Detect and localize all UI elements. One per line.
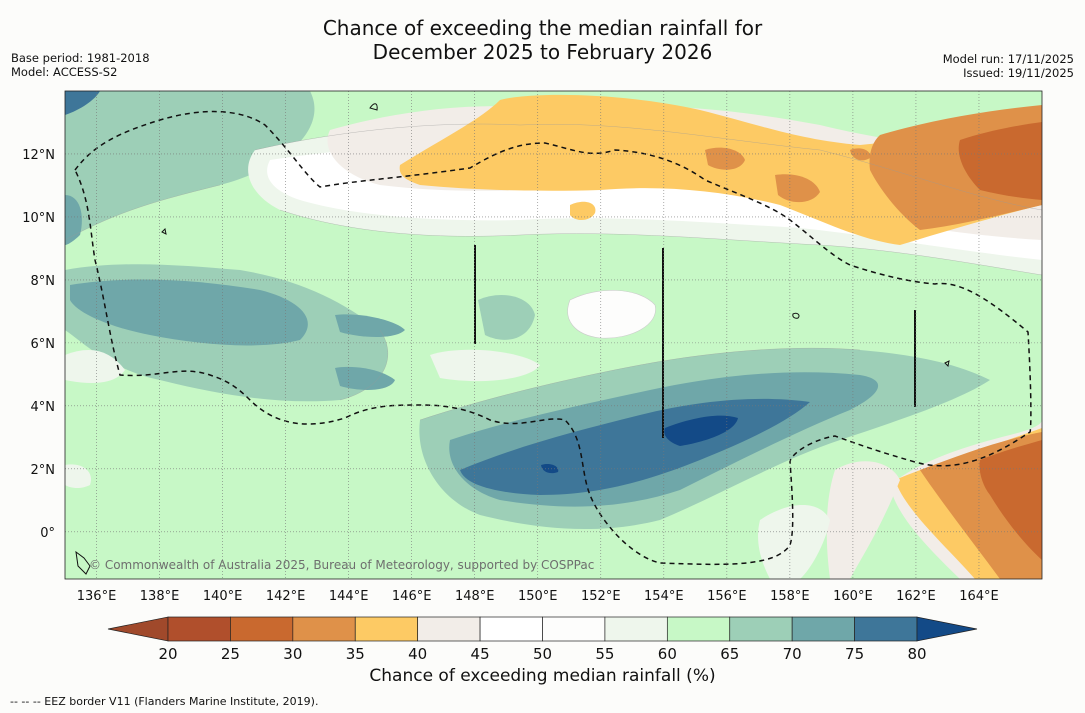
band-70-nw bbox=[65, 91, 315, 240]
lon-tick-label: 150°E bbox=[518, 589, 558, 604]
patch-60-sw bbox=[65, 464, 91, 489]
copyright-text: © Commonwealth of Australia 2025, Bureau… bbox=[89, 558, 595, 572]
colorbar: 20 25 30 35 40 45 50 55 60 65 70 75 80 bbox=[107, 616, 978, 663]
model-name: Model: ACCESS-S2 bbox=[11, 65, 118, 79]
colorbar-swatch bbox=[417, 616, 481, 642]
colorbar-tick-label: 80 bbox=[907, 645, 926, 663]
patch-35-a bbox=[705, 147, 745, 170]
patch-45-s bbox=[826, 461, 900, 579]
colorbar-extend-low bbox=[107, 616, 169, 642]
colorbar-swatch bbox=[230, 616, 294, 642]
patch-75-b bbox=[335, 314, 405, 337]
colorbar-swatch bbox=[854, 616, 918, 642]
lat-tick-label: 8°N bbox=[31, 274, 56, 289]
lon-axis: 136°E 138°E 140°E 142°E 144°E 146°E 148°E 150°E… bbox=[77, 589, 999, 604]
band-75-west bbox=[70, 279, 308, 346]
lon-tick-label: 158°E bbox=[770, 589, 810, 604]
lon-tick-label: 164°E bbox=[959, 589, 999, 604]
gridlines bbox=[65, 91, 1042, 579]
colorbar-title: Chance of exceeding median rainfall (%) bbox=[369, 666, 716, 686]
probability-field bbox=[65, 91, 1042, 579]
colorbar-swatch bbox=[167, 616, 231, 642]
colorbar-swatch bbox=[729, 616, 793, 642]
patch-60-west bbox=[65, 350, 125, 383]
lon-tick-label: 140°E bbox=[203, 589, 243, 604]
lat-tick-label: 6°N bbox=[31, 337, 56, 352]
islands bbox=[75, 103, 950, 575]
band-80-corner bbox=[65, 91, 100, 115]
colorbar-swatch bbox=[292, 616, 356, 642]
lon-tick-label: 162°E bbox=[896, 589, 936, 604]
colorbar-tick-label: 35 bbox=[346, 645, 365, 663]
lon-tick-label: 156°E bbox=[707, 589, 747, 604]
colorbar-swatch bbox=[542, 616, 606, 642]
colorbar-tick-label: 55 bbox=[595, 645, 614, 663]
colorbar-tick-label: 20 bbox=[158, 645, 177, 663]
patch-70-c bbox=[478, 295, 535, 340]
patch-75-a bbox=[335, 366, 395, 390]
lon-tick-label: 136°E bbox=[77, 589, 117, 604]
colorbar-extend-high bbox=[916, 616, 978, 642]
colorbar-swatch bbox=[666, 616, 731, 642]
lat-tick-label: 2°N bbox=[31, 463, 56, 478]
colorbar-tick-label: 30 bbox=[283, 645, 302, 663]
band-30-se bbox=[979, 440, 1042, 560]
patch-max-b bbox=[541, 463, 559, 474]
colorbar-tick-label: 50 bbox=[533, 645, 552, 663]
band-max-south bbox=[664, 415, 738, 446]
title-line-2: December 2025 to February 2026 bbox=[372, 40, 713, 64]
map-frame bbox=[64, 90, 1043, 580]
title-line-1: Chance of exceeding the median rainfall … bbox=[322, 16, 763, 40]
colorbar-tick-label: 60 bbox=[658, 645, 677, 663]
lon-tick-label: 146°E bbox=[392, 589, 432, 604]
colorbar-swatch bbox=[479, 616, 543, 642]
colorbar-tick-label: 70 bbox=[783, 645, 802, 663]
lat-tick-label: 0° bbox=[40, 526, 55, 541]
colorbar-tick-label: 65 bbox=[720, 645, 739, 663]
base-period: Base period: 1981-2018 bbox=[11, 51, 150, 65]
lat-tick-label: 4°N bbox=[31, 400, 56, 415]
lat-axis: 12°N 10°N 8°N 6°N 4°N 2°N 0° bbox=[22, 148, 55, 541]
band-75-nw bbox=[65, 195, 82, 245]
lon-tick-label: 152°E bbox=[581, 589, 621, 604]
colorbar-tick-label: 25 bbox=[221, 645, 240, 663]
colorbar-swatch bbox=[354, 616, 419, 642]
band-30-ne bbox=[958, 122, 1042, 200]
eez-footnote: -- -- -- EEZ border V11 (Flanders Marine… bbox=[10, 695, 319, 708]
patch-35-b bbox=[775, 174, 820, 203]
lon-tick-label: 160°E bbox=[833, 589, 873, 604]
lon-tick-label: 148°E bbox=[455, 589, 495, 604]
patch-40-a bbox=[570, 201, 596, 221]
issued-date: Issued: 19/11/2025 bbox=[963, 66, 1074, 80]
colorbar-swatch bbox=[791, 616, 855, 642]
lon-tick-label: 154°E bbox=[644, 589, 684, 604]
colorbar-tick-label: 45 bbox=[471, 645, 490, 663]
contour-lines bbox=[65, 123, 1042, 421]
lon-tick-label: 144°E bbox=[329, 589, 369, 604]
lon-tick-label: 138°E bbox=[140, 589, 180, 604]
colorbar-tick-label: 75 bbox=[845, 645, 864, 663]
eez-border bbox=[74, 110, 1032, 566]
patch-60-center bbox=[430, 349, 540, 382]
lon-tick-label: 142°E bbox=[266, 589, 306, 604]
patch-55-center bbox=[567, 290, 656, 339]
colorbar-swatch bbox=[604, 616, 668, 642]
model-run: Model run: 17/11/2025 bbox=[942, 52, 1074, 66]
lat-tick-label: 10°N bbox=[22, 211, 55, 226]
patch-60-s bbox=[758, 505, 830, 579]
band-40-north bbox=[399, 94, 1042, 245]
colorbar-tick-label: 40 bbox=[408, 645, 427, 663]
lat-tick-label: 12°N bbox=[22, 148, 55, 163]
patch-35-c bbox=[850, 148, 871, 161]
